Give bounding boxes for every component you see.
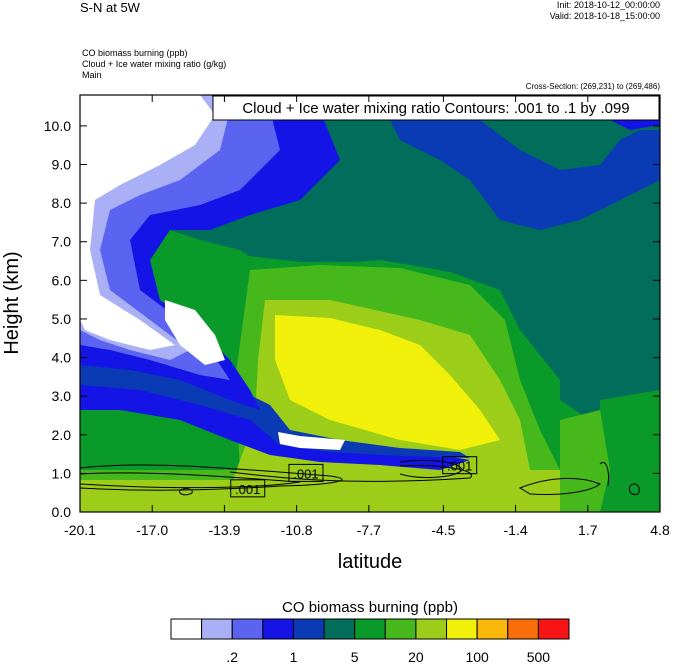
x-tick-label: -1.4 <box>504 522 528 538</box>
x-tick-label: 1.7 <box>578 522 598 538</box>
y-axis: 0.0 1.0 2.0 3.0 4.0 5.0 6.0 7.0 8.0 9.0 10.0 <box>44 118 660 520</box>
contour-label: .001 <box>447 459 472 474</box>
x-tick-label: -7.7 <box>357 522 381 538</box>
x-tick-label: -10.8 <box>281 522 313 538</box>
filled-field <box>80 95 660 512</box>
colorbar-swatch <box>323 618 356 640</box>
y-tick-label: 0.0 <box>52 504 72 520</box>
y-tick-label: 2.0 <box>52 427 72 443</box>
colorbar-label: 100 <box>465 649 489 665</box>
y-tick-label: 10.0 <box>44 118 71 134</box>
y-axis-label: Height (km) <box>1 251 23 354</box>
x-axis-label: latitude <box>338 551 403 573</box>
colorbar-swatch <box>415 618 448 640</box>
colorbar-label: 1 <box>290 649 298 665</box>
contour-label-box <box>230 479 266 498</box>
field-name-co: CO biomass burning (ppb) <box>82 48 188 58</box>
x-axis: -20.1 -17.0 -13.9 -10.8 -7.7 -4.5 -1.4 1.7 4.8 <box>64 95 670 538</box>
field-name-cloud: Cloud + Ice water mixing ratio (g/kg) <box>82 59 227 69</box>
colorbar-swatch <box>446 618 478 640</box>
contour-labels: .001 .001 .001 <box>230 456 478 498</box>
colorbar-label: 20 <box>408 649 424 665</box>
cross-section-label: Cross-Section: (269,231) to (269,486) <box>525 82 660 91</box>
x-tick-label: -13.9 <box>208 522 240 538</box>
contour-label: .001 <box>235 482 260 497</box>
y-tick-label: 5.0 <box>52 311 72 327</box>
colorbar-swatch <box>292 618 325 640</box>
colorbar-labels: .2 1 5 20 100 500 <box>226 649 550 665</box>
y-tick-label: 9.0 <box>52 157 72 173</box>
y-tick-label: 7.0 <box>52 234 72 250</box>
contour-label-box <box>288 463 324 482</box>
y-tick-label: 6.0 <box>52 272 72 288</box>
colorbar-title: CO biomass burning (ppb) <box>282 599 458 616</box>
colorbar-swatch <box>384 618 417 640</box>
colorbar-swatch <box>476 618 509 640</box>
cloud-contours <box>80 459 640 496</box>
title-box <box>212 95 660 121</box>
contour-label: .001 <box>293 466 318 481</box>
y-tick-label: 4.0 <box>52 350 72 366</box>
colorbar-swatch <box>201 618 233 640</box>
x-tick-label: -17.0 <box>136 522 168 538</box>
colorbar-label: .2 <box>226 649 238 665</box>
colorbar-swatch <box>170 618 203 640</box>
plot-frame <box>79 94 661 513</box>
x-tick-label: 4.8 <box>650 522 670 538</box>
x-tick-label: -20.1 <box>64 522 96 538</box>
init-valid-times: Init: 2018-10-12_00:00:00 Valid: 2018-10… <box>550 0 660 22</box>
y-tick-label: 3.0 <box>52 388 72 404</box>
init-time: Init: 2018-10-12_00:00:00 <box>556 0 660 10</box>
valid-time: Valid: 2018-10-18_15:00:00 <box>549 11 660 21</box>
y-tick-label: 1.0 <box>52 465 72 481</box>
colorbar-swatch <box>537 618 570 640</box>
colorbar-swatch <box>262 618 294 640</box>
colorbar <box>170 618 570 640</box>
colorbar-label: 500 <box>527 649 551 665</box>
chart-title: Cloud + Ice water mixing ratio Contours:… <box>242 100 629 117</box>
colorbar-swatch <box>507 618 539 640</box>
colorbar-label: 5 <box>351 649 359 665</box>
y-tick-label: 8.0 <box>52 195 72 211</box>
field-name-main: Main <box>82 70 102 80</box>
contour-label-box <box>442 456 478 475</box>
main-title: S-N at 5W <box>80 0 140 15</box>
colorbar-swatch <box>231 618 264 640</box>
x-tick-label: -4.5 <box>431 522 455 538</box>
colorbar-swatch <box>354 618 386 640</box>
